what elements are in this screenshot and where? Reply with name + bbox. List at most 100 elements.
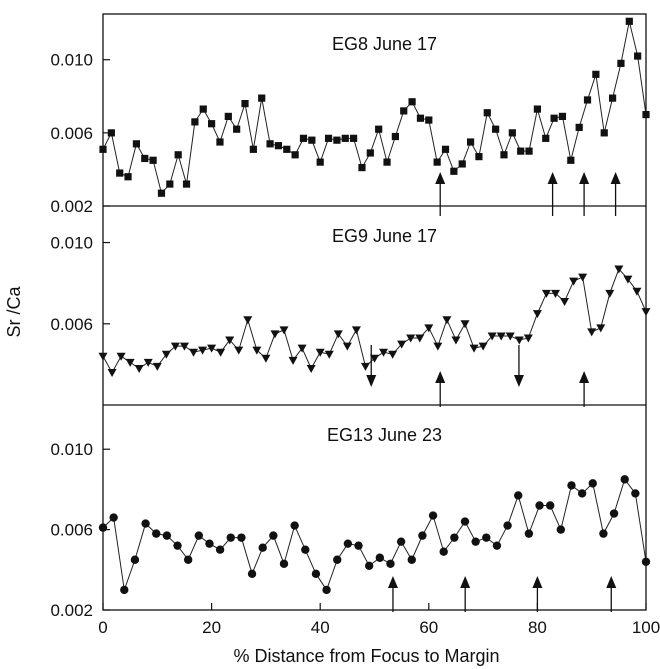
data-point — [623, 275, 633, 284]
data-point — [614, 265, 624, 274]
data-point — [134, 364, 144, 373]
data-point — [609, 509, 619, 518]
panel-1: 0.002 0.006 0.010 EG8 June 17 — [50, 17, 650, 216]
panel-title: EG13 June 23 — [327, 425, 442, 445]
arrow-down-marker — [366, 345, 377, 387]
arrow-up-marker — [610, 172, 621, 216]
panel-2: 0.006 0.010 EG9 June 17 — [50, 226, 651, 407]
data-point — [301, 545, 310, 554]
data-point — [415, 334, 425, 343]
data-point — [641, 557, 651, 566]
data-point — [279, 326, 289, 335]
data-point — [308, 136, 316, 144]
data-point — [306, 364, 316, 373]
data-point — [141, 519, 150, 528]
x-tick-label: 20 — [202, 618, 221, 637]
data-point — [575, 123, 583, 131]
data-point — [324, 134, 333, 142]
y-axis-label: Sr /Ca — [4, 286, 24, 338]
data-point — [469, 344, 479, 353]
data-point — [375, 553, 385, 562]
data-point — [634, 52, 642, 60]
data-point — [226, 533, 235, 542]
data-point — [299, 134, 308, 142]
data-point — [617, 59, 625, 67]
data-point — [556, 525, 566, 534]
data-point — [542, 134, 550, 142]
y-tick-label: 0.010 — [50, 234, 93, 253]
data-point — [141, 154, 149, 163]
data-point — [397, 340, 407, 349]
data-point — [270, 330, 280, 339]
data-point — [379, 348, 389, 357]
data-point — [360, 362, 370, 371]
data-point — [406, 334, 416, 343]
x-tick-label: 80 — [528, 618, 547, 637]
data-point — [517, 147, 525, 155]
data-point — [162, 531, 172, 540]
data-point — [418, 531, 427, 540]
data-point — [247, 569, 257, 579]
data-point — [583, 96, 592, 104]
data-point — [258, 543, 267, 552]
data-point — [152, 529, 161, 538]
arrow-up-marker — [460, 576, 471, 612]
data-point — [631, 489, 640, 498]
data-point — [350, 134, 358, 142]
data-point — [439, 547, 448, 556]
data-point — [541, 289, 551, 298]
data-point — [450, 533, 459, 542]
data-point — [174, 151, 182, 159]
data-point — [370, 354, 379, 363]
data-point — [458, 160, 466, 168]
data-point — [358, 164, 366, 172]
data-point — [592, 70, 600, 78]
data-point — [524, 529, 534, 538]
data-point — [116, 352, 126, 361]
data-point — [152, 362, 162, 371]
data-point — [149, 156, 157, 164]
y-tick-label: 0.010 — [50, 51, 93, 70]
panel-3: 0.002 0.006 0.010 EG13 June 23 — [50, 425, 651, 620]
data-point — [425, 116, 433, 124]
data-point — [599, 529, 608, 538]
data-point — [605, 289, 615, 298]
data-point — [487, 332, 497, 341]
data-point — [388, 350, 398, 359]
data-point — [333, 555, 342, 564]
arrow-up-marker — [435, 371, 446, 407]
data-point — [191, 118, 199, 126]
y-tick-label: 0.006 — [50, 315, 93, 334]
data-point — [535, 501, 544, 510]
y-tick-label: 0.006 — [50, 124, 93, 143]
data-point — [408, 98, 416, 106]
frame-border — [102, 13, 647, 611]
data-point — [198, 346, 208, 355]
data-point — [620, 475, 629, 484]
x-tick-label: 60 — [419, 618, 438, 637]
data-point — [324, 350, 334, 359]
data-point — [351, 326, 361, 335]
data-point — [525, 147, 533, 155]
data-point — [578, 273, 588, 282]
x-axis: 0 20 40 60 80 100 — [98, 603, 660, 637]
data-point — [569, 277, 579, 286]
data-point — [386, 559, 395, 568]
data-point — [577, 489, 587, 498]
data-point — [249, 145, 257, 153]
data-point — [433, 342, 443, 351]
y-tick-label: 0.002 — [50, 197, 93, 216]
data-point — [471, 537, 480, 546]
data-point — [224, 112, 232, 120]
data-point — [483, 109, 491, 117]
data-point — [107, 129, 115, 137]
data-point — [383, 158, 391, 166]
data-point — [608, 94, 617, 102]
panel-title: EG8 June 17 — [332, 34, 437, 54]
data-point — [551, 289, 560, 298]
data-point — [216, 348, 226, 357]
arrow-up-marker — [435, 172, 446, 216]
data-point — [343, 539, 353, 548]
data-point — [116, 169, 124, 177]
